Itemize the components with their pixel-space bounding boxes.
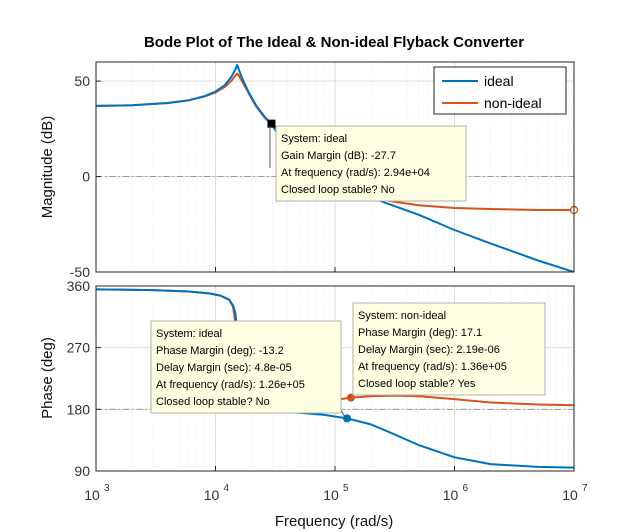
- x-tick-exponent: 4: [224, 483, 230, 494]
- x-tick-exponent: 3: [104, 483, 110, 494]
- x-tick-label: 10: [84, 487, 100, 503]
- y-tick-label: -50: [70, 264, 90, 280]
- x-tick-labels: 10 3 10 4 10 5 10 6 10 7: [84, 483, 588, 503]
- datatip-box[interactable]: [352, 302, 546, 396]
- datatip-line: System: ideal: [281, 133, 347, 145]
- datatip-line: At frequency (rad/s): 1.36e+05: [358, 361, 507, 373]
- datatip-line: Delay Margin (sec): 4.8e-05: [156, 362, 292, 374]
- datatip-line: At frequency (rad/s): 1.26e+05: [156, 379, 305, 391]
- datatip-line: Phase Margin (deg): -13.2: [156, 345, 284, 357]
- phase-ylabel: Phase (deg): [39, 337, 56, 419]
- magnitude-panel: -50 0 50 Magnitude (dB) System: ideal Gain …: [39, 61, 579, 280]
- datatip-line: At frequency (rad/s): 2.94e+04: [281, 167, 430, 179]
- y-tick-label: 360: [67, 278, 91, 294]
- magnitude-ylabel: Magnitude (dB): [39, 116, 56, 219]
- y-tick-label: 270: [67, 340, 91, 356]
- x-tick-label: 10: [323, 487, 339, 503]
- x-tick-label: 10: [562, 487, 578, 503]
- x-tick-label: 10: [204, 487, 220, 503]
- datatip-line: System: ideal: [156, 328, 222, 340]
- y-tick-label: 90: [74, 463, 90, 479]
- datatip-line: Phase Margin (deg): 17.1: [358, 327, 482, 339]
- phase-y-ticks: 90 180 270 360: [67, 278, 101, 479]
- magnitude-datatips: System: ideal Gain Margin (dB): -27.7 At f…: [269, 125, 467, 202]
- margin-marker-non-ideal[interactable]: [346, 393, 355, 402]
- chart-title: Bode Plot of The Ideal & Non-ideal Flyba…: [144, 34, 524, 51]
- phase-datatips: System: ideal Phase Margin (deg): -13.2 De…: [150, 302, 546, 420]
- y-tick-label: 180: [67, 401, 91, 417]
- datatip-marker-square[interactable]: [267, 119, 276, 128]
- legend-label-non-ideal: non-ideal: [484, 95, 542, 111]
- x-axis-label: Frequency (rad/s): [275, 513, 393, 530]
- legend-box: [433, 66, 567, 115]
- datatip-line: Gain Margin (dB): -27.7: [281, 150, 396, 162]
- magnitude-series: [96, 63, 574, 272]
- datatip-line: Closed loop stable? Yes: [358, 378, 476, 390]
- datatip-leader: [340, 409, 347, 420]
- x-tick-exponent: 5: [343, 483, 349, 494]
- phase-axes-box: [95, 285, 575, 472]
- x-tick-exponent: 7: [582, 483, 588, 494]
- datatip-box[interactable]: [275, 125, 467, 202]
- y-tick-label: 50: [74, 73, 90, 89]
- datatip-line: Closed loop stable? No: [281, 184, 395, 196]
- datatip-box[interactable]: [150, 320, 342, 414]
- legend-label-ideal: ideal: [484, 73, 514, 89]
- phase-panel: 90 180 270 360 Phase (deg) System: ideal Pha…: [39, 278, 575, 479]
- x-tick-label: 10: [443, 487, 459, 503]
- series-line-ideal: [96, 63, 574, 272]
- datatip-line: System: non-ideal: [358, 310, 446, 322]
- magnitude-y-ticks: -50 0 50: [70, 73, 101, 280]
- datatip-line: Delay Margin (sec): 2.19e-06: [358, 344, 500, 356]
- datatip-line: Closed loop stable? No: [156, 396, 270, 408]
- magnitude-axes-box: [95, 61, 575, 273]
- y-tick-label: 0: [82, 169, 90, 185]
- legend: ideal non-ideal: [433, 66, 567, 115]
- x-tick-exponent: 6: [463, 483, 469, 494]
